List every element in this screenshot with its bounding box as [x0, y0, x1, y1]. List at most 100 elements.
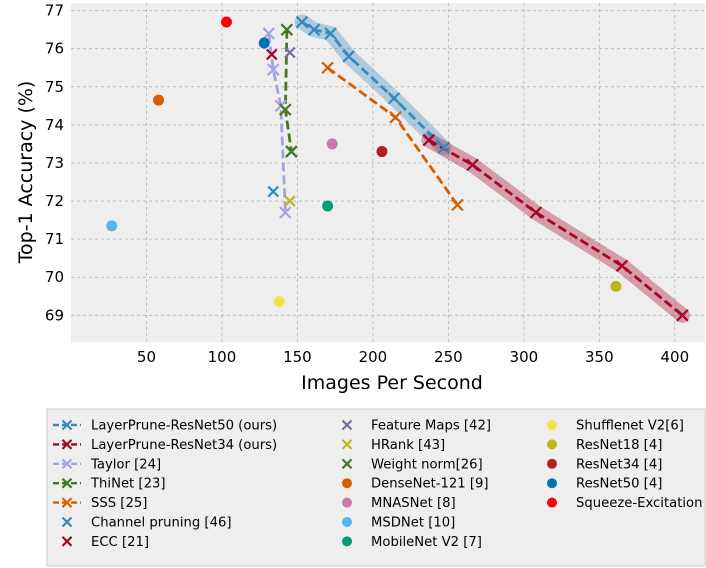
legend-item-msdnet-10: MSDNet [10] [342, 516, 455, 531]
legend-item-hrank-43: HRank [43] [341, 438, 445, 453]
x-tick-label: 250 [434, 348, 463, 366]
legend-item-squeeze-excitation: Squeeze-Excitation [547, 496, 702, 511]
legend-item-resnet18-4: ResNet18 [4] [547, 438, 662, 453]
legend-marker [547, 458, 557, 469]
x-tick-label: 300 [510, 348, 539, 366]
y-tick-label: 75 [45, 78, 64, 96]
legend-label: LayerPrune-ResNet34 (ours) [91, 438, 277, 453]
legend-marker [61, 419, 73, 431]
taylor-24-point [266, 63, 280, 76]
layerprune-resnet50-ours-point [295, 15, 309, 29]
y-tick-label: 72 [45, 192, 64, 210]
y-tick-label: 69 [45, 306, 64, 324]
layerprune-resnet50-ours-point [342, 50, 356, 63]
taylor-24-point [279, 206, 292, 219]
legend-label: Weight norm[26] [371, 457, 483, 472]
resnet34-4-point [376, 146, 388, 158]
mobilenet-v2-7-point [322, 200, 334, 212]
grid [71, 3, 705, 342]
hrank-43-point [284, 195, 296, 207]
legend-marker [342, 517, 352, 527]
y-tick-label: 71 [45, 230, 64, 248]
layerprune-resnet34-ours-line [428, 138, 684, 317]
y-tick-label: 77 [45, 2, 64, 20]
layerprune-resnet34-ours-point [676, 309, 689, 322]
x-tick-label: 150 [283, 348, 312, 366]
legend-item-feature-maps-42: Feature Maps [42] [341, 419, 491, 434]
legend-item-sss-25: SSS [25] [53, 496, 147, 511]
legend-item-densenet-121-9: DenseNet-121 [9] [342, 477, 489, 492]
legend-marker [547, 439, 557, 450]
legend-item-shufflenet-v2-6: Shufflenet V2[6] [547, 419, 684, 434]
x-tick-label: 400 [660, 348, 689, 366]
legend-item-ecc-21: ECC [21] [61, 535, 149, 550]
legend-label: MobileNet V2 [7] [371, 535, 482, 550]
legend-label: MSDNet [10] [371, 516, 455, 531]
legend-item-mobilenet-v2-7: MobileNet V2 [7] [342, 535, 482, 550]
legend: LayerPrune-ResNet50 (ours) LayerPrune-Res… [53, 419, 702, 550]
y-tick-label: 74 [45, 116, 64, 134]
densenet-121-9-point [153, 94, 165, 106]
legend-item-channel-pruning-46: Channel pruning [46] [61, 516, 232, 531]
legend-marker [61, 458, 73, 470]
ecc-21-point [265, 48, 278, 61]
layerprune-resnet50-ours-point [387, 91, 401, 105]
thinet-23-point [279, 103, 292, 116]
taylor-24-point [262, 27, 276, 40]
layerprune-resnet34-ours-point [615, 259, 629, 273]
layerprune-resnet34-ours-point [466, 158, 479, 172]
legend-marker [342, 497, 352, 508]
legend-item-layerprune-resnet34-ours: LayerPrune-ResNet34 (ours) [53, 438, 277, 453]
x-tick-label: 200 [359, 348, 388, 366]
x-axis-title: Images Per Second [301, 372, 483, 394]
thinet-23-point [280, 23, 294, 36]
legend-item-resnet34-4: ResNet34 [4] [547, 457, 662, 472]
legend-marker [61, 439, 73, 450]
layerprune-resnet34-ours-point [422, 133, 436, 147]
legend-label: Shufflenet V2[6] [576, 419, 684, 434]
legend-label: ResNet34 [4] [576, 457, 662, 472]
legend-item-taylor-24: Taylor [24] [53, 457, 161, 472]
resnet18-4-point [610, 280, 622, 292]
legend-marker [61, 536, 73, 547]
msdnet-10-point [106, 220, 118, 232]
y-tick-label: 73 [45, 154, 64, 172]
sss-25-point [451, 198, 464, 212]
taylor-24-line [267, 33, 287, 213]
mnasnet-8-point [326, 138, 338, 150]
layerprune-resnet50-ours-point [307, 23, 321, 36]
legend-label: Taylor [24] [90, 457, 161, 472]
layerprune-resnet50-ours-point [324, 27, 337, 40]
legend-marker [547, 497, 557, 508]
tick-labels: 50 100 150 200 250 300 350 400 69 70 71 72 73 74 75 76 7… [45, 2, 689, 366]
legend-box [46, 408, 706, 567]
channel-pruning-46-point [267, 185, 280, 198]
x-tick-label: 350 [585, 348, 614, 366]
legend-item-weight-norm-26: Weight norm[26] [341, 457, 483, 472]
legend-label: LayerPrune-ResNet50 (ours) [91, 419, 277, 434]
legend-marker [341, 458, 353, 470]
legend-label: Squeeze-Excitation [576, 496, 702, 511]
x-tick-label: 50 [137, 348, 156, 366]
legend-label: MNASNet [8] [371, 496, 456, 511]
layerprune-resnet34-ours-point [529, 206, 543, 219]
legend-marker [61, 497, 73, 508]
legend-marker [61, 477, 73, 489]
legend-marker [341, 419, 353, 431]
feature-maps-42-point [284, 46, 296, 59]
legend-label: Channel pruning [46] [91, 516, 232, 531]
legend-label: Feature Maps [42] [371, 419, 491, 434]
resnet50-4-point [258, 37, 270, 49]
legend-label: ResNet18 [4] [576, 438, 662, 453]
legend-label: ResNet50 [4] [576, 477, 662, 492]
legend-marker [342, 536, 352, 547]
x-tick-label: 100 [208, 348, 237, 366]
legend-marker [341, 439, 353, 450]
squeeze-excitation-point [220, 16, 232, 28]
shufflenet-v2-6-point [273, 296, 285, 308]
legend-item-layerprune-resnet50-ours: LayerPrune-ResNet50 (ours) [53, 419, 277, 434]
weight-norm-26-point [285, 145, 298, 158]
layerprune-resnet50-ours-line [301, 20, 445, 149]
legend-item-mnasnet-8: MNASNet [8] [342, 496, 456, 511]
